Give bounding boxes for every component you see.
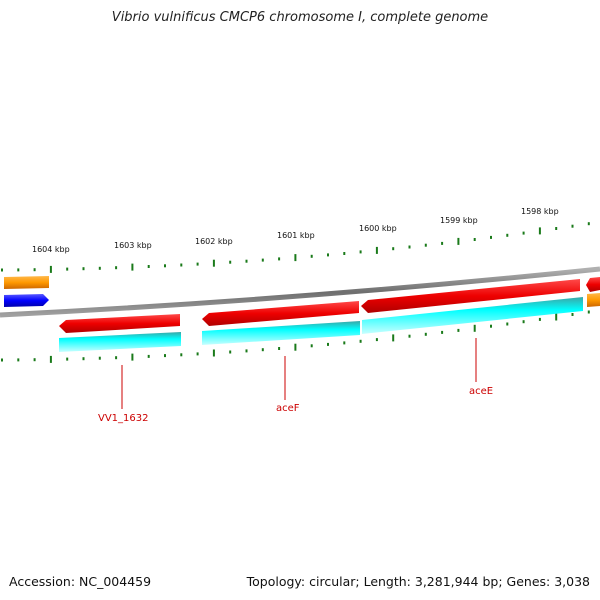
cds-arrow-acef[interactable]	[202, 301, 359, 326]
gene-label-acef[interactable]: aceF	[276, 403, 300, 414]
topology-text: Topology: circular; Length: 3,281,944 bp…	[247, 574, 590, 589]
tick-label-1604: 1604 kbp	[32, 245, 70, 254]
tick-label-1600: 1600 kbp	[359, 224, 397, 233]
ruler-ticks-upper	[2, 222, 589, 273]
gene-label-vv1-1632[interactable]: VV1_1632	[98, 413, 149, 424]
tick-label-1598: 1598 kbp	[521, 207, 559, 216]
tick-label-1603: 1603 kbp	[114, 241, 152, 250]
tick-label-1602: 1602 kbp	[195, 237, 233, 246]
orange-feature-right[interactable]	[587, 293, 600, 307]
tick-label-1601: 1601 kbp	[277, 231, 315, 240]
cds-arrow-vv1-1632[interactable]	[59, 314, 180, 333]
orange-feature-left[interactable]	[4, 276, 49, 289]
cds-feature-acef[interactable]	[202, 321, 360, 345]
blue-feature-left[interactable]	[4, 294, 49, 307]
ruler-tick-labels: 1604 kbp 1603 kbp 1602 kbp 1601 kbp 1600…	[32, 207, 559, 254]
red-feature-right-edge[interactable]	[586, 277, 600, 292]
accession-text: Accession: NC_004459	[9, 574, 151, 589]
tick-label-1599: 1599 kbp	[440, 216, 478, 225]
gene-label-acee[interactable]: aceE	[469, 386, 493, 397]
cds-feature-vv1-1632[interactable]	[59, 332, 181, 352]
